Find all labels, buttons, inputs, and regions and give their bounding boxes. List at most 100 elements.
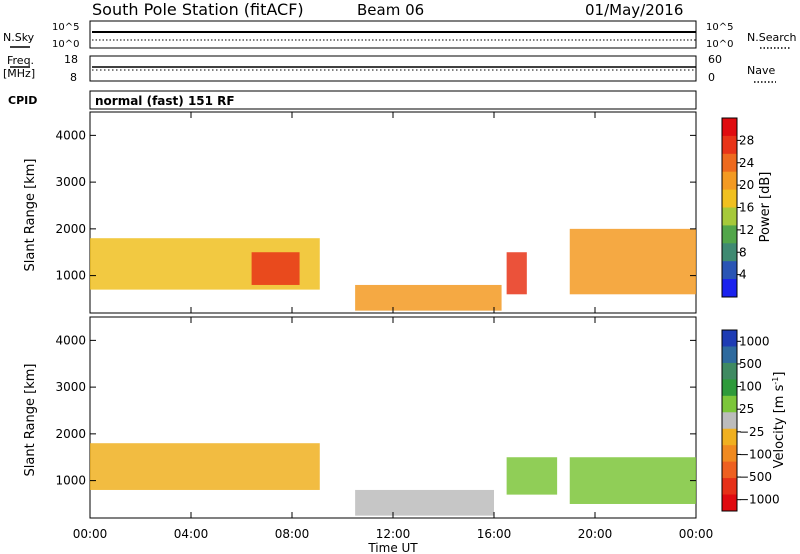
- colorbar-segment: [722, 243, 737, 262]
- velocity-colorbar-label-main: Velocity [m s: [772, 384, 787, 468]
- x-tick-label: 04:00: [174, 527, 209, 541]
- colorbar-segment: [722, 494, 737, 512]
- colorbar-segment: [722, 478, 737, 496]
- x-tick-label: 08:00: [275, 527, 310, 541]
- colorbar-segment: [722, 171, 737, 191]
- y-tick-label: 2000: [55, 222, 86, 236]
- power-panel: 1000 2000 3000 4000 Slant Range [km] 4 8 12 16…: [23, 111, 773, 314]
- power-y-axis-label: Slant Range [km]: [23, 159, 38, 272]
- date-label: 01/May/2016: [585, 1, 683, 19]
- colorbar-segment: [722, 346, 737, 364]
- freq-panel: Freq. [MHz] 18 8 60 0 Nave: [3, 53, 776, 84]
- noise-left-tick-bottom: 10^0: [52, 39, 79, 50]
- noise-right-tick-bottom: 10^0: [706, 39, 733, 50]
- colorbar-segment: [722, 412, 737, 430]
- velocity-colorbar: 1000 500 100 25 −25 −100 −500 −1000: [721, 329, 780, 512]
- echo-region: [251, 252, 300, 285]
- noise-panel-frame: [89, 20, 697, 49]
- y-tick-label: 3000: [55, 175, 86, 189]
- colorbar-tick-label: 100: [739, 380, 762, 394]
- colorbar-segment: [722, 461, 737, 479]
- noise-search-label: N.Search: [747, 31, 797, 44]
- colorbar-tick-label: −500: [739, 470, 772, 484]
- colorbar-segment: [722, 153, 737, 173]
- colorbar-tick-label: −100: [739, 447, 772, 461]
- freq-label: Freq.: [7, 54, 34, 67]
- nave-label: Nave: [747, 64, 775, 77]
- freq-panel-frame: [89, 55, 697, 82]
- cpid-label: CPID: [8, 94, 37, 107]
- echo-region: [355, 489, 494, 516]
- freq-unit-label: [MHz]: [3, 67, 35, 80]
- cpid-panel: CPID normal (fast) 151 RF: [8, 90, 697, 110]
- x-axis-label: Time UT: [367, 541, 418, 554]
- noise-panel: N.Sky 10^5 10^0 10^5 10^0 N.Search: [3, 20, 797, 50]
- colorbar-segment: [722, 362, 737, 380]
- colorbar-tick-label: 1000: [739, 334, 770, 348]
- colorbar-segment: [722, 207, 737, 226]
- power-y-axis: 1000 2000 3000 4000: [55, 128, 696, 283]
- y-tick-label: 4000: [55, 128, 86, 142]
- colorbar-segment: [722, 428, 737, 446]
- velocity-colorbar-label-sup: -1: [771, 377, 780, 385]
- header: South Pole Station (fitACF) Beam 06 01/M…: [92, 0, 683, 19]
- noise-left-tick-top: 10^5: [52, 22, 79, 33]
- nave-right-tick-bottom: 0: [708, 71, 715, 84]
- x-tick-label: 12:00: [376, 527, 411, 541]
- noise-sky-label: N.Sky: [3, 31, 35, 44]
- echo-region: [90, 443, 320, 490]
- colorbar-segment: [722, 118, 737, 137]
- velocity-x-axis: 00:00 04:00 08:00 12:00 16:00 20:00 00:00: [73, 112, 714, 541]
- colorbar-tick-label: −1000: [739, 493, 780, 507]
- x-tick-label: 00:00: [679, 527, 714, 541]
- x-tick-label: 00:00: [73, 527, 108, 541]
- velocity-y-axis: 1000 2000 3000 4000: [55, 333, 696, 488]
- velocity-colorbar-label-close: ]: [772, 372, 787, 377]
- power-colorbar: 4 8 12 16 20 24 28: [721, 117, 754, 298]
- cpid-mode-text: normal (fast) 151 RF: [95, 94, 235, 108]
- colorbar-frame: [721, 329, 738, 512]
- x-tick-label: 16:00: [477, 527, 512, 541]
- colorbar-segment: [722, 225, 737, 244]
- colorbar-segment: [722, 330, 737, 347]
- freq-left-tick-bottom: 8: [70, 71, 77, 84]
- nave-right-tick-top: 60: [708, 53, 722, 66]
- colorbar-tick-label: 28: [739, 133, 754, 147]
- colorbar-tick-label: −25: [739, 425, 764, 439]
- colorbar-tick-label: 4: [739, 268, 747, 282]
- colorbar-tick-label: 16: [739, 201, 754, 215]
- y-tick-label: 3000: [55, 380, 86, 394]
- beam-label: Beam 06: [357, 1, 424, 19]
- velocity-colorbar-label: Velocity [m s-1]: [771, 372, 787, 469]
- colorbar-segment: [722, 189, 737, 208]
- y-tick-label: 1000: [55, 474, 86, 488]
- colorbar-segment: [722, 135, 737, 155]
- colorbar-tick-label: 8: [739, 245, 747, 259]
- cpid-panel-frame: [89, 90, 697, 110]
- y-tick-label: 4000: [55, 333, 86, 347]
- colorbar-segment: [722, 445, 737, 463]
- x-tick-label: 20:00: [578, 527, 613, 541]
- noise-right-tick-top: 10^5: [706, 22, 733, 33]
- colorbar-tick-label: 12: [739, 223, 754, 237]
- colorbar-tick-label: 20: [739, 178, 754, 192]
- echo-region: [355, 284, 502, 311]
- echo-region: [506, 457, 558, 495]
- power-echoes: [90, 228, 696, 311]
- colorbar-tick-label: 24: [739, 156, 754, 170]
- y-tick-label: 1000: [55, 269, 86, 283]
- power-colorbar-label: Power [dB]: [758, 172, 773, 243]
- colorbar-segment: [722, 395, 737, 413]
- velocity-echoes: [90, 443, 696, 516]
- colorbar-tick-label: 500: [739, 357, 762, 371]
- freq-left-tick-top: 18: [64, 53, 78, 66]
- echo-region: [506, 252, 527, 295]
- colorbar-segment: [722, 379, 737, 397]
- echo-region: [569, 457, 696, 504]
- station-title: South Pole Station (fitACF): [92, 0, 304, 19]
- velocity-y-axis-label: Slant Range [km]: [23, 364, 38, 477]
- echo-region: [569, 228, 696, 295]
- colorbar-segment: [722, 279, 737, 298]
- colorbar-tick-label: 25: [739, 402, 754, 416]
